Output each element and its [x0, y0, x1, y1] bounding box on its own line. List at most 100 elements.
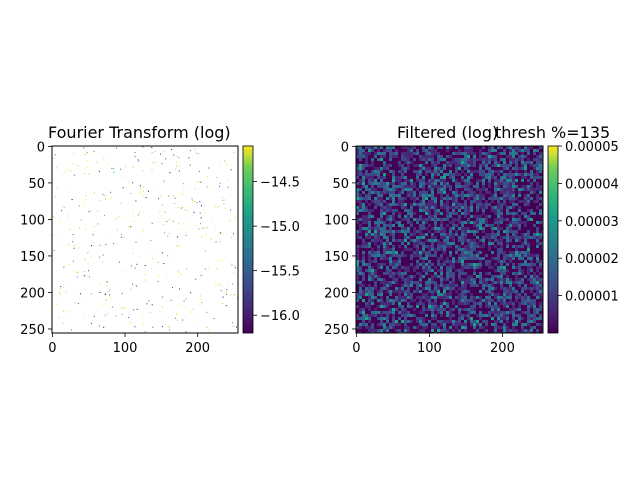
heatmap-pixel	[506, 176, 509, 179]
heatmap-pixel	[389, 290, 392, 293]
heatmap-pixel	[431, 287, 434, 290]
heatmap-pixel	[473, 245, 476, 248]
heatmap-pixel	[368, 254, 371, 257]
heatmap-pixel	[470, 206, 473, 209]
heatmap-pixel	[401, 173, 404, 176]
heatmap-pixel	[482, 164, 485, 167]
heatmap-pixel	[422, 257, 425, 260]
heatmap-pixel	[536, 326, 539, 329]
heatmap-pixel	[416, 161, 419, 164]
heatmap-pixel	[503, 242, 506, 245]
heatmap-pixel	[380, 293, 383, 296]
heatmap-pixel	[99, 292, 101, 293]
heatmap-pixel	[488, 161, 491, 164]
heatmap-pixel	[380, 245, 383, 248]
heatmap-pixel	[422, 272, 425, 275]
heatmap-pixel	[407, 164, 410, 167]
heatmap-pixel	[407, 272, 410, 275]
heatmap-pixel	[485, 263, 488, 266]
heatmap-pixel	[413, 149, 416, 152]
heatmap-pixel	[362, 269, 365, 272]
heatmap-pixel	[440, 194, 443, 197]
heatmap-pixel	[494, 203, 497, 206]
heatmap-pixel	[413, 185, 416, 188]
heatmap-pixel	[413, 221, 416, 224]
heatmap-pixel	[216, 177, 218, 178]
heatmap-pixel	[407, 212, 410, 215]
heatmap-pixel	[98, 170, 100, 172]
heatmap-pixel	[374, 287, 377, 290]
heatmap-pixel	[509, 146, 512, 149]
heatmap-pixel	[422, 197, 425, 200]
heatmap-pixel	[428, 293, 431, 296]
heatmap-pixel	[491, 269, 494, 272]
heatmap-pixel	[356, 179, 359, 182]
heatmap-pixel	[404, 305, 407, 308]
heatmap-pixel	[536, 170, 539, 173]
heatmap-pixel	[473, 227, 476, 230]
heatmap-pixel	[120, 233, 122, 235]
heatmap-pixel	[356, 161, 359, 164]
heatmap-pixel	[413, 146, 416, 149]
heatmap-pixel	[455, 272, 458, 275]
heatmap-pixel	[530, 191, 533, 194]
heatmap-pixel	[431, 251, 434, 254]
heatmap-pixel	[503, 209, 506, 212]
heatmap-pixel	[368, 185, 371, 188]
heatmap-pixel	[476, 158, 479, 161]
heatmap-pixel	[395, 293, 398, 296]
heatmap-pixel	[440, 272, 443, 275]
heatmap-pixel	[74, 174, 76, 176]
heatmap-pixel	[539, 197, 542, 200]
heatmap-pixel	[380, 257, 383, 260]
heatmap-pixel	[413, 233, 416, 236]
heatmap-pixel	[470, 176, 473, 179]
heatmap-pixel	[431, 206, 434, 209]
panel2-colorbar	[548, 146, 558, 333]
heatmap-pixel	[449, 302, 452, 305]
heatmap-pixel	[515, 272, 518, 275]
heatmap-pixel	[506, 260, 509, 263]
heatmap-pixel	[527, 305, 530, 308]
heatmap-pixel	[217, 260, 219, 262]
heatmap-pixel	[524, 161, 527, 164]
heatmap-pixel	[497, 305, 500, 308]
heatmap-pixel	[398, 329, 401, 332]
heatmap-pixel	[497, 248, 500, 251]
heatmap-pixel	[223, 203, 225, 205]
heatmap-pixel	[437, 179, 440, 182]
heatmap-pixel	[491, 317, 494, 320]
heatmap-pixel	[88, 173, 90, 175]
heatmap-pixel	[431, 302, 434, 305]
heatmap-pixel	[476, 311, 479, 314]
heatmap-pixel	[524, 290, 527, 293]
heatmap-pixel	[392, 281, 395, 284]
heatmap-pixel	[461, 323, 464, 326]
heatmap-pixel	[356, 296, 359, 299]
heatmap-pixel	[476, 260, 479, 263]
heatmap-pixel	[533, 320, 536, 323]
heatmap-pixel	[458, 176, 461, 179]
heatmap-pixel	[473, 302, 476, 305]
heatmap-pixel	[416, 299, 419, 302]
heatmap-pixel	[527, 254, 530, 257]
heatmap-pixel	[524, 236, 527, 239]
heatmap-pixel	[494, 146, 497, 149]
heatmap-pixel	[359, 173, 362, 176]
heatmap-pixel	[470, 299, 473, 302]
heatmap-pixel	[377, 278, 380, 281]
heatmap-pixel	[176, 165, 178, 167]
heatmap-pixel	[536, 272, 539, 275]
heatmap-pixel	[356, 233, 359, 236]
heatmap-pixel	[386, 239, 389, 242]
heatmap-pixel	[142, 146, 144, 148]
heatmap-pixel	[65, 291, 67, 293]
heatmap-pixel	[398, 167, 401, 170]
heatmap-pixel	[401, 284, 404, 287]
heatmap-pixel	[413, 161, 416, 164]
heatmap-pixel	[443, 308, 446, 311]
heatmap-pixel	[422, 248, 425, 251]
heatmap-pixel	[151, 168, 153, 170]
heatmap-pixel	[482, 245, 485, 248]
heatmap-pixel	[419, 197, 422, 200]
